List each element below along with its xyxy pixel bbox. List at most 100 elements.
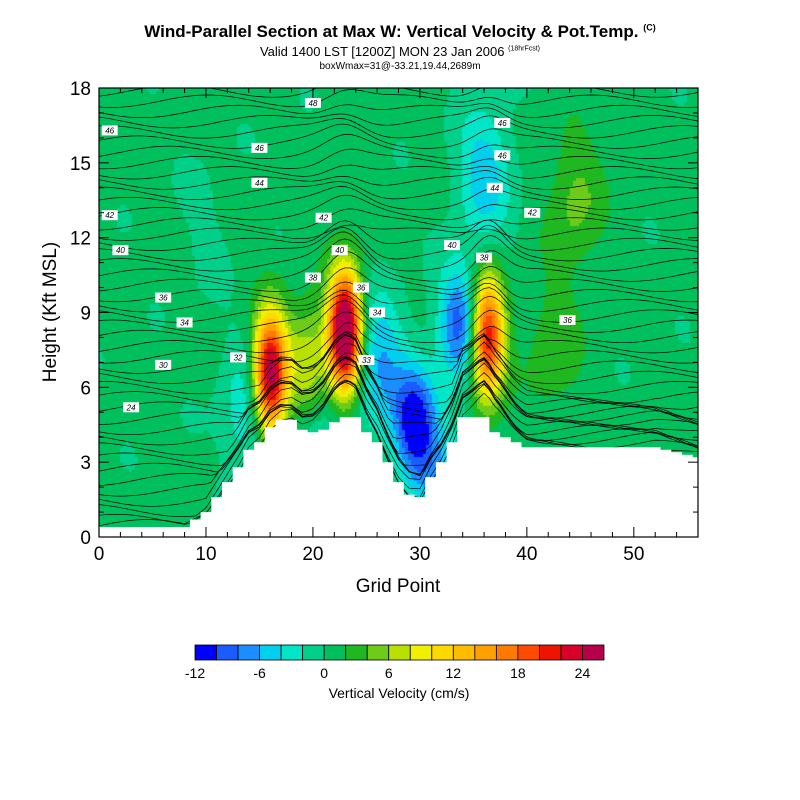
theta-isoline xyxy=(99,134,698,159)
theta-isoline xyxy=(99,380,698,517)
theta-label-text: 30 xyxy=(159,361,168,370)
theta-label-box xyxy=(476,252,493,263)
theta-label-box xyxy=(101,210,118,221)
theta-label-box xyxy=(353,282,370,293)
theta-label-text: 44 xyxy=(255,179,264,188)
theta-isoline xyxy=(99,224,698,262)
theta-label-text: 36 xyxy=(159,294,168,303)
theta-label-text: 46 xyxy=(105,126,114,135)
theta-label-box xyxy=(369,307,386,318)
theta-label-text: 40 xyxy=(335,246,344,255)
theta-label-box xyxy=(251,177,268,188)
theta-isoline xyxy=(99,281,698,313)
theta-isoline xyxy=(99,219,698,251)
terrain-shape xyxy=(99,417,698,537)
theta-isoline xyxy=(99,176,698,200)
theta-label-box xyxy=(230,352,247,363)
theta-label: 38 xyxy=(476,252,493,263)
valid-text: Valid 1400 LST [1200Z] MON 23 Jan 2006 xyxy=(259,44,505,59)
y-tick-label: 6 xyxy=(80,378,91,399)
theta-isoline xyxy=(99,311,698,354)
theta-isoline xyxy=(99,333,698,395)
theta-isoline xyxy=(99,331,698,374)
theta-label-box xyxy=(176,317,193,328)
colorbar-swatch xyxy=(452,644,476,661)
y-tick-label: 18 xyxy=(70,79,91,100)
title-text: Wind-Parallel Section at Max W: Vertical… xyxy=(144,22,639,41)
colorbar-swatch xyxy=(323,644,347,661)
theta-label-text: 46 xyxy=(498,151,507,160)
theta-label-text: 42 xyxy=(105,211,114,220)
colorbar-swatch xyxy=(517,644,540,661)
theta-label: 42 xyxy=(315,212,332,223)
theta-label-text: 42 xyxy=(319,214,328,223)
theta-label-box xyxy=(524,207,541,218)
theta-label-text: 38 xyxy=(308,274,317,283)
theta-label-box xyxy=(443,240,460,251)
forecast-hour: (18hrFcst) xyxy=(508,45,541,53)
theta-isoline xyxy=(99,186,698,211)
colorbar-swatch xyxy=(495,644,519,661)
theta-label-text: 38 xyxy=(480,254,489,263)
theta-label: 44 xyxy=(486,182,503,193)
y-tick-label: 3 xyxy=(80,453,91,474)
theta-label: 46 xyxy=(494,117,511,128)
theta-isolines xyxy=(99,88,698,527)
theta-label: 34 xyxy=(176,317,193,328)
theta-isoline xyxy=(99,208,698,231)
theta-isoline xyxy=(99,88,698,98)
theta-label-text: 33 xyxy=(362,356,371,365)
colorbar-swatch xyxy=(194,644,217,661)
theta-label-text: 44 xyxy=(490,184,499,193)
colorbar-swatch xyxy=(259,644,282,661)
theta-label-box xyxy=(101,125,118,136)
colorbar-tick-label: -6 xyxy=(253,665,266,681)
colorbar-tick-label: 24 xyxy=(575,665,591,681)
theta-isoline xyxy=(99,355,698,466)
theta-isoline xyxy=(99,287,698,323)
theta-label-box xyxy=(331,245,348,256)
colorbar-swatch xyxy=(474,644,497,661)
colorbar-swatch xyxy=(366,644,390,661)
theta-label-box xyxy=(494,150,511,161)
theta-label: 36 xyxy=(155,292,172,303)
colorbar-swatch xyxy=(216,644,239,661)
theta-label-box xyxy=(315,212,332,223)
theta-isoline xyxy=(99,224,698,241)
theta-isoline xyxy=(99,238,698,282)
colorbar-tick-label: 12 xyxy=(446,665,462,681)
theta-label-text: 46 xyxy=(498,119,507,128)
theta-label-box xyxy=(112,245,129,256)
theta-isoline xyxy=(99,333,698,384)
theta-isoline xyxy=(99,364,698,486)
x-tick-label: 40 xyxy=(516,544,537,565)
theta-isoline xyxy=(99,343,698,425)
theta-label-text: 34 xyxy=(373,309,382,318)
theta-label-box xyxy=(559,314,576,325)
theta-label: 33 xyxy=(358,354,375,365)
theta-label: 40 xyxy=(112,245,129,256)
chart-title: Wind-Parallel Section at Max W: Vertical… xyxy=(0,22,800,42)
theta-isoline xyxy=(99,332,698,405)
theta-isoline xyxy=(99,148,698,170)
colorbar-tick-label: 18 xyxy=(510,665,526,681)
theta-label-text: 42 xyxy=(528,209,537,218)
colorbar-tick-label: 6 xyxy=(385,665,393,681)
theta-label: 34 xyxy=(369,307,386,318)
theta-label-box xyxy=(155,359,172,370)
x-tick-label: 20 xyxy=(302,544,323,565)
theta-label: 32 xyxy=(230,352,247,363)
x-tick-label: 50 xyxy=(623,544,644,565)
y-tick-label: 15 xyxy=(70,154,91,175)
theta-label-text: 34 xyxy=(180,318,189,327)
colorbar-swatch xyxy=(431,644,454,661)
theta-label-box xyxy=(358,354,375,365)
theta-label-text: 48 xyxy=(308,99,317,108)
theta-isoline xyxy=(99,107,698,129)
theta-labels: 48 46 46 46 46 44 44 42 42 42 40 40 40 38 38 36 36 36 34 34… xyxy=(101,97,576,413)
theta-label: 48 xyxy=(304,97,321,108)
theta-label: 24 xyxy=(123,402,140,413)
theta-label: 42 xyxy=(101,210,118,221)
theta-label: 40 xyxy=(331,245,348,256)
